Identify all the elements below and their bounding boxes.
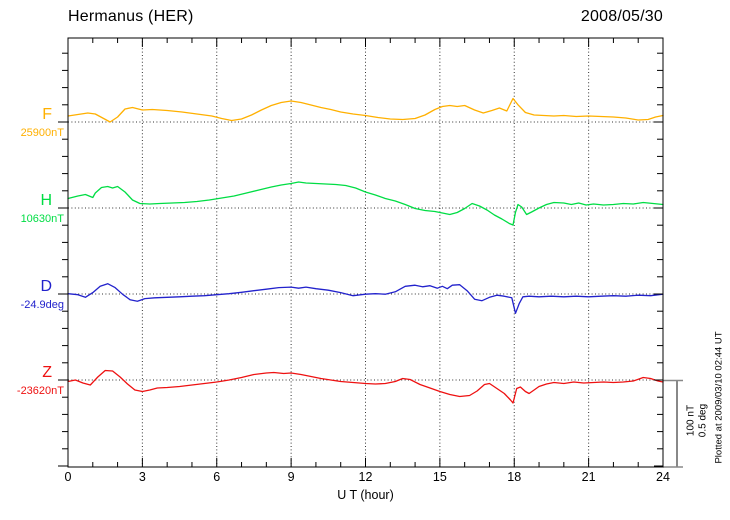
x-axis-label: U T (hour) (337, 488, 394, 502)
trace-H-line (67, 181, 664, 226)
x-tick-label: 6 (213, 470, 221, 484)
x-tick-label: 12 (358, 470, 373, 484)
date-label: 2008/05/30 (580, 8, 663, 25)
plotted-timestamp: Plotted at 2009/03/10 02:44 UT (713, 331, 725, 464)
trace-letter-D: D (40, 278, 52, 295)
trace-baseline-D: -24.9deg (20, 299, 64, 311)
trace-D-line (67, 283, 664, 314)
scale-bar-label: 100 nT 0.5 deg (686, 391, 709, 451)
trace-letter-H: H (40, 192, 52, 209)
x-tick-label: 18 (507, 470, 522, 484)
x-tick-label: 24 (656, 470, 670, 484)
x-tick-label: 21 (581, 470, 596, 484)
trace-F-line (67, 97, 664, 123)
x-tick-label: 15 (432, 470, 447, 484)
scale-bar-nt-label: 100 nT (685, 404, 697, 437)
trace-Z-line (67, 369, 664, 404)
trace-baseline-F: 25900nT (20, 127, 64, 139)
x-tick-label: 9 (287, 470, 295, 484)
trace-baseline-Z: -23620nT (16, 385, 64, 397)
scale-bar-deg-label: 0.5 deg (697, 403, 708, 438)
x-tick-label: 3 (138, 470, 146, 484)
station-title: Hermanus (HER) (68, 8, 194, 25)
trace-baseline-H: 10630nT (20, 213, 64, 225)
trace-letter-Z: Z (42, 364, 52, 381)
trace-letter-F: F (42, 106, 52, 123)
x-tick-label: 0 (64, 470, 72, 484)
